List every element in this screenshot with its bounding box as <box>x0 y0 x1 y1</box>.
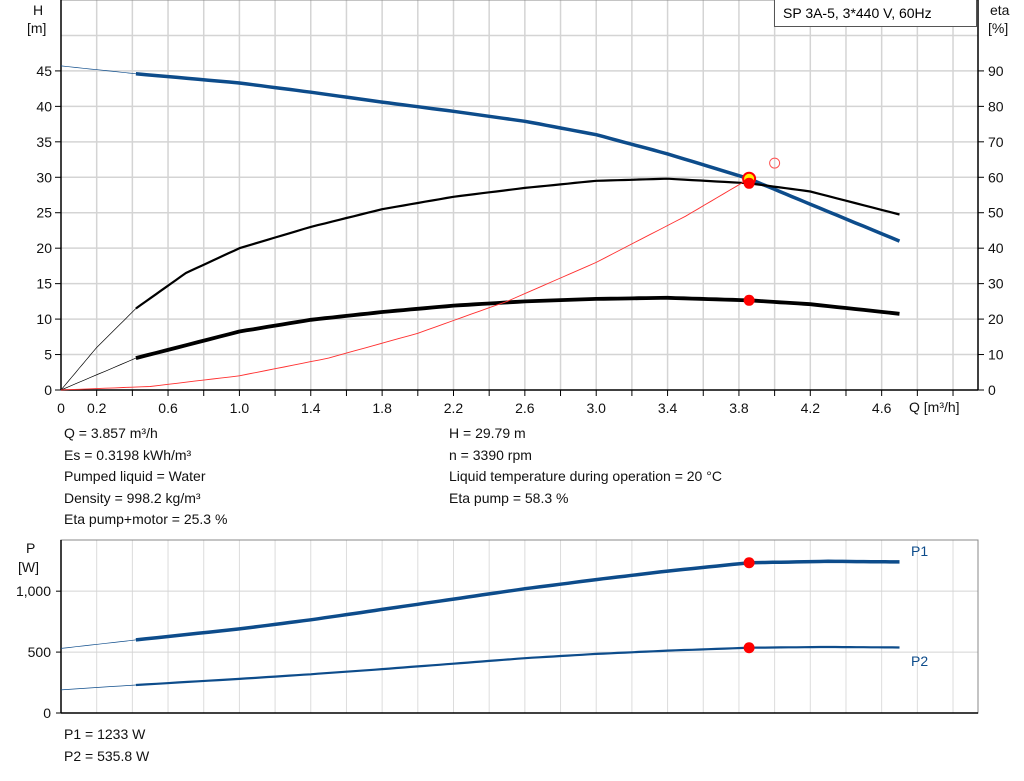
eta-axis-label: eta <box>990 2 1010 18</box>
eta-total-curve <box>135 295 900 360</box>
q-tick-label: 4.6 <box>872 400 892 416</box>
h-tick-label: 30 <box>36 169 52 185</box>
q-tick-label: 1.8 <box>372 400 392 416</box>
p-tick-label: 0 <box>43 705 51 721</box>
h-tick-label: 10 <box>36 311 52 327</box>
eta-tick-label: 40 <box>988 240 1004 256</box>
q-tick-label: 2.2 <box>444 400 464 416</box>
q-tick-label: 0.6 <box>158 400 178 416</box>
p2-curve-extrapolated <box>60 684 136 691</box>
eta-tick-label: 30 <box>988 276 1004 292</box>
duty-point-p2 <box>743 642 755 654</box>
duty-point-eta-total <box>743 294 755 306</box>
info-line: Pumped liquid = Water <box>64 468 206 484</box>
p1-curve <box>135 559 900 642</box>
q-tick-label: 3.4 <box>658 400 678 416</box>
h-axis-label: H <box>33 2 44 18</box>
p2-label: P2 <box>911 653 929 669</box>
info-line: Q = 3.857 m³/h <box>64 425 158 441</box>
eta-pump-curve <box>135 177 900 310</box>
q-tick-label: 1.4 <box>301 400 321 416</box>
q-tick-label: 4.2 <box>801 400 821 416</box>
power-plot-frame <box>60 539 979 714</box>
info-line: Eta pump = 58.3 % <box>449 489 569 506</box>
p-tick-label: 1,000 <box>16 583 51 599</box>
q-tick-label: 3.8 <box>729 400 749 416</box>
eta-pump-curve-extrapolated <box>60 308 137 391</box>
info-line: n = 3390 rpm <box>449 446 532 463</box>
p1-label: P1 <box>911 543 929 559</box>
h-axis-unit: [m] <box>27 20 47 36</box>
p2-curve <box>135 645 900 687</box>
eta-tick-label: 60 <box>988 169 1004 185</box>
info-line: Eta pump+motor = 25.3 % <box>64 511 228 527</box>
info-line: P2 = 535.8 W <box>64 747 150 764</box>
p-axis-unit: [W] <box>18 559 39 575</box>
p-axis-label: P <box>26 540 36 556</box>
eta-tick-label: 50 <box>988 205 1004 221</box>
info-line: P1 = 1233 W <box>64 726 146 742</box>
eta-total-curve-extrapolated <box>60 357 137 391</box>
p-tick-label: 500 <box>28 644 52 660</box>
eta-tick-label: 20 <box>988 311 1004 327</box>
h-curve <box>135 71 901 243</box>
eta-tick-label: 10 <box>988 347 1004 363</box>
q-tick-label: 2.6 <box>515 400 535 416</box>
chart-title-box: SP 3A-5, 3*440 V, 60Hz <box>774 0 977 27</box>
info-line: H = 29.79 m <box>449 425 526 441</box>
h-tick-label: 40 <box>36 98 52 114</box>
h-tick-label: 35 <box>36 134 52 150</box>
h-tick-label: 5 <box>44 347 52 363</box>
h-tick-label: 15 <box>36 276 52 292</box>
duty-point-eta-pump <box>743 177 755 189</box>
h-tick-label: 0 <box>44 382 52 398</box>
q-tick-label: 0 <box>57 400 65 416</box>
q-tick-label: 1.0 <box>230 400 250 416</box>
system-curve <box>60 178 750 391</box>
eta-axis-unit: [%] <box>988 20 1009 36</box>
h-tick-label: 20 <box>36 240 52 256</box>
chart-title: SP 3A-5, 3*440 V, 60Hz <box>783 5 932 21</box>
h-tick-label: 25 <box>36 205 52 221</box>
h-tick-label: 45 <box>36 63 52 79</box>
hollow-marker <box>769 157 781 169</box>
info-line: Es = 0.3198 kWh/m³ <box>64 446 192 463</box>
p1-curve-extrapolated <box>60 639 136 649</box>
info-line: Liquid temperature during operation = 20… <box>449 468 722 484</box>
eta-tick-label: 80 <box>988 98 1004 114</box>
h-curve-extrapolated <box>60 65 136 75</box>
plot-frame <box>60 0 979 391</box>
q-tick-label: 3.0 <box>586 400 606 416</box>
q-axis-label: Q [m³/h] <box>909 399 960 415</box>
duty-point-p1 <box>743 557 755 569</box>
info-line: Density = 998.2 kg/m³ <box>64 489 201 506</box>
q-tick-label: 0.2 <box>87 400 107 416</box>
eta-tick-label: 0 <box>988 382 996 398</box>
eta-tick-label: 70 <box>988 134 1004 150</box>
eta-tick-label: 90 <box>988 63 1004 79</box>
